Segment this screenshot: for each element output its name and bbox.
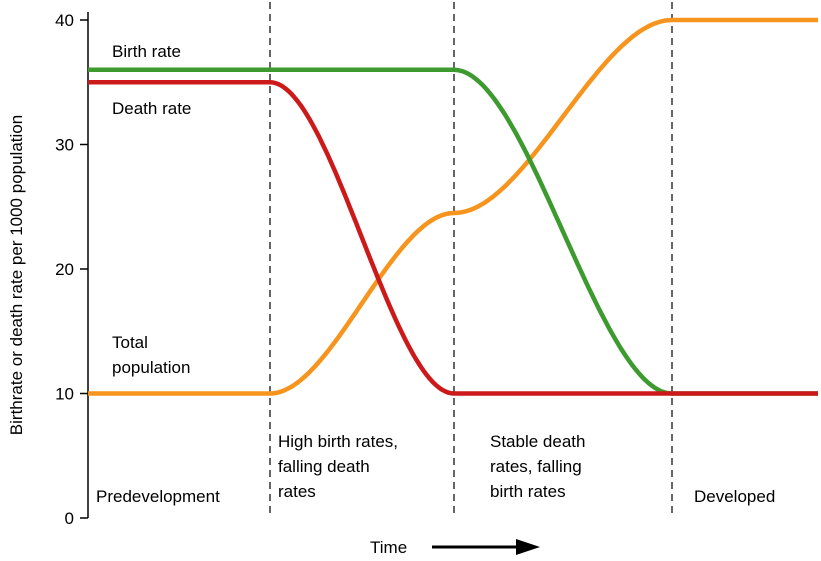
series-line-total-population	[88, 17, 818, 396]
y-tick-label: 10	[55, 385, 74, 404]
y-tick-label: 0	[65, 509, 74, 528]
y-tick-label: 30	[55, 136, 74, 155]
phase-label: birth rates	[490, 482, 566, 501]
series-line-death-rate	[88, 80, 818, 396]
series-line-birth-rate	[88, 67, 818, 396]
y-tick-label: 20	[55, 260, 74, 279]
series-label: Total	[112, 333, 148, 352]
phase-label: falling death	[278, 457, 370, 476]
y-axis-title: Birthrate or death rate per 1000 populat…	[7, 115, 26, 435]
series-label: Birth rate	[112, 42, 181, 61]
phase-label: rates	[278, 482, 316, 501]
time-arrow-icon	[516, 539, 540, 555]
series-label: population	[112, 358, 190, 377]
phase-label: Developed	[694, 487, 775, 506]
phase-label: High birth rates,	[278, 432, 398, 451]
x-axis-title: Time	[370, 538, 407, 557]
phase-label: Predevelopment	[96, 487, 220, 506]
phase-label: rates, falling	[490, 457, 582, 476]
y-tick-label: 40	[55, 11, 74, 30]
series-label: Death rate	[112, 99, 191, 118]
phase-label: Stable death	[490, 432, 585, 451]
